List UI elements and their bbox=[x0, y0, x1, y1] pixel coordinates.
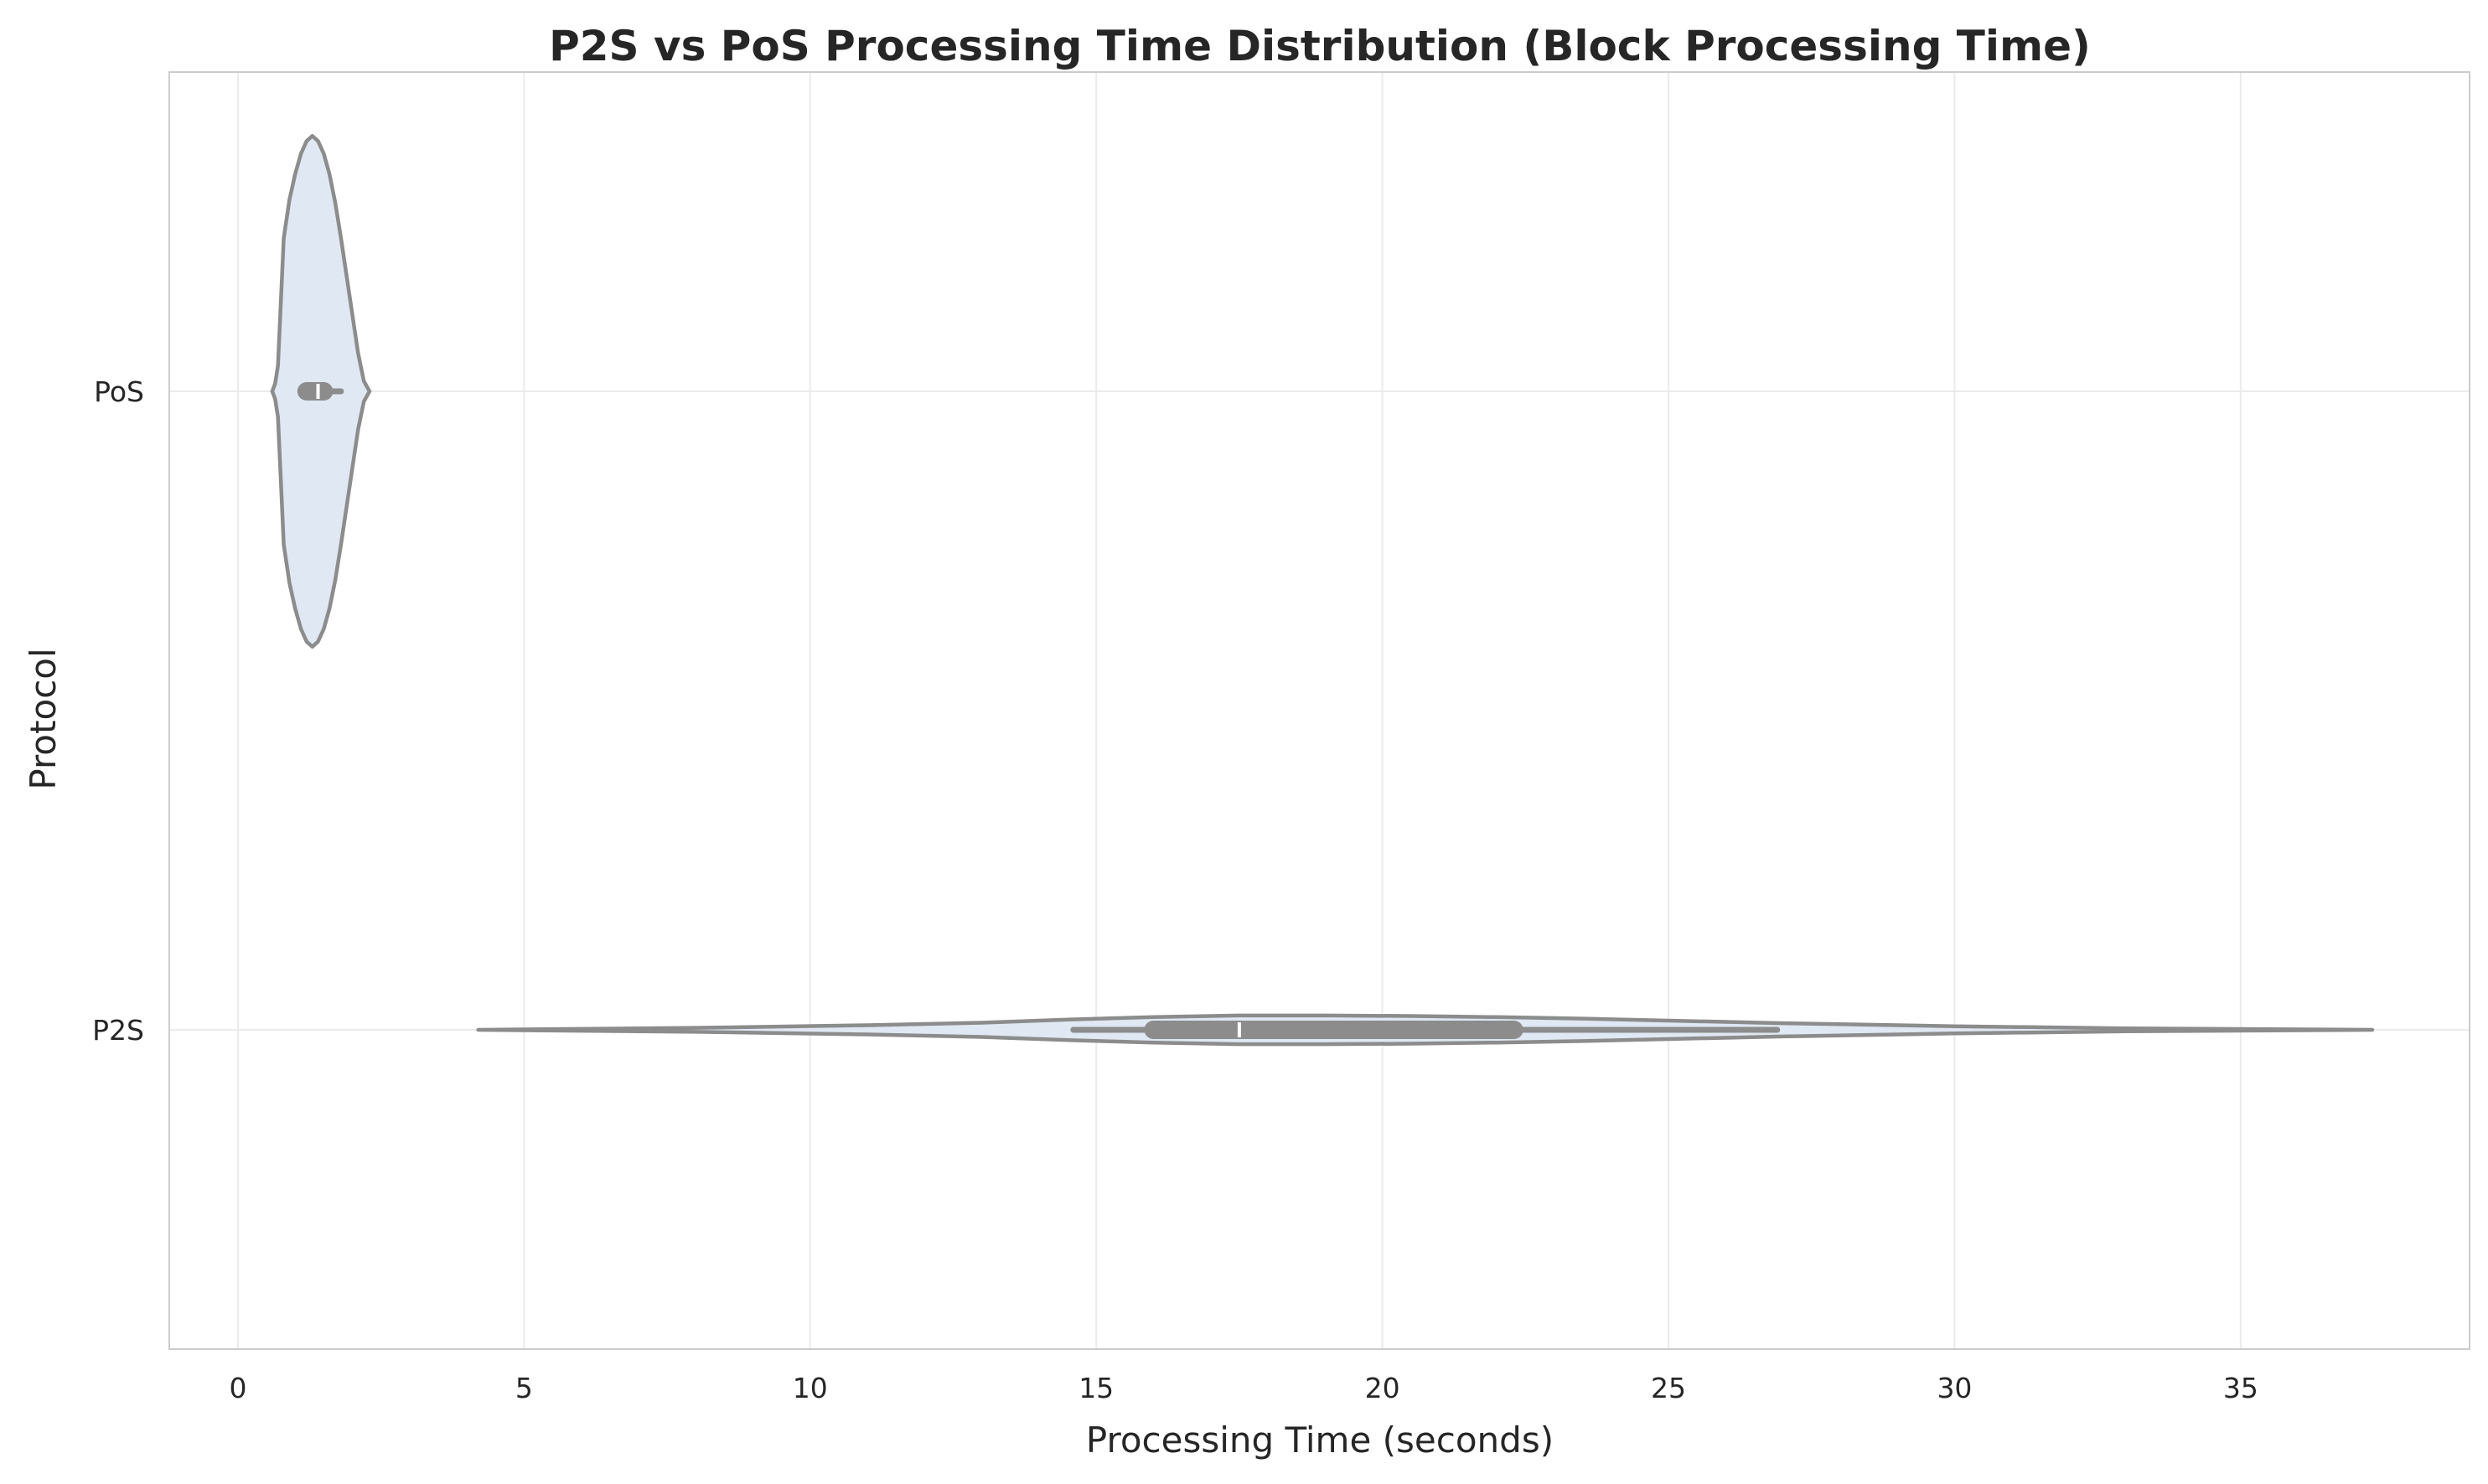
y-tick-label: P2S bbox=[92, 1014, 144, 1047]
x-tick-label: 10 bbox=[793, 1372, 828, 1404]
plot-frame bbox=[168, 71, 2470, 1350]
grid-layer bbox=[169, 72, 2470, 1349]
x-tick-label: 5 bbox=[515, 1372, 533, 1404]
x-tick-label: 35 bbox=[2223, 1372, 2258, 1404]
x-tick-label: 30 bbox=[1937, 1372, 1972, 1404]
tick-layer: 0 5 10 15 20 25 30 35 PoS P2S bbox=[92, 375, 2258, 1404]
y-axis-label: Protocol bbox=[23, 648, 64, 789]
x-tick-label: 0 bbox=[229, 1372, 246, 1404]
y-tick-label: PoS bbox=[94, 375, 144, 408]
x-axis-label: Processing Time (seconds) bbox=[1086, 1419, 1554, 1461]
violin-layer bbox=[270, 133, 2375, 1047]
x-tick-label: 20 bbox=[1365, 1372, 1400, 1404]
x-tick-label: 25 bbox=[1651, 1372, 1686, 1404]
x-tick-label: 15 bbox=[1078, 1372, 1114, 1404]
chart-title: P2S vs PoS Processing Time Distribution … bbox=[549, 22, 2091, 70]
